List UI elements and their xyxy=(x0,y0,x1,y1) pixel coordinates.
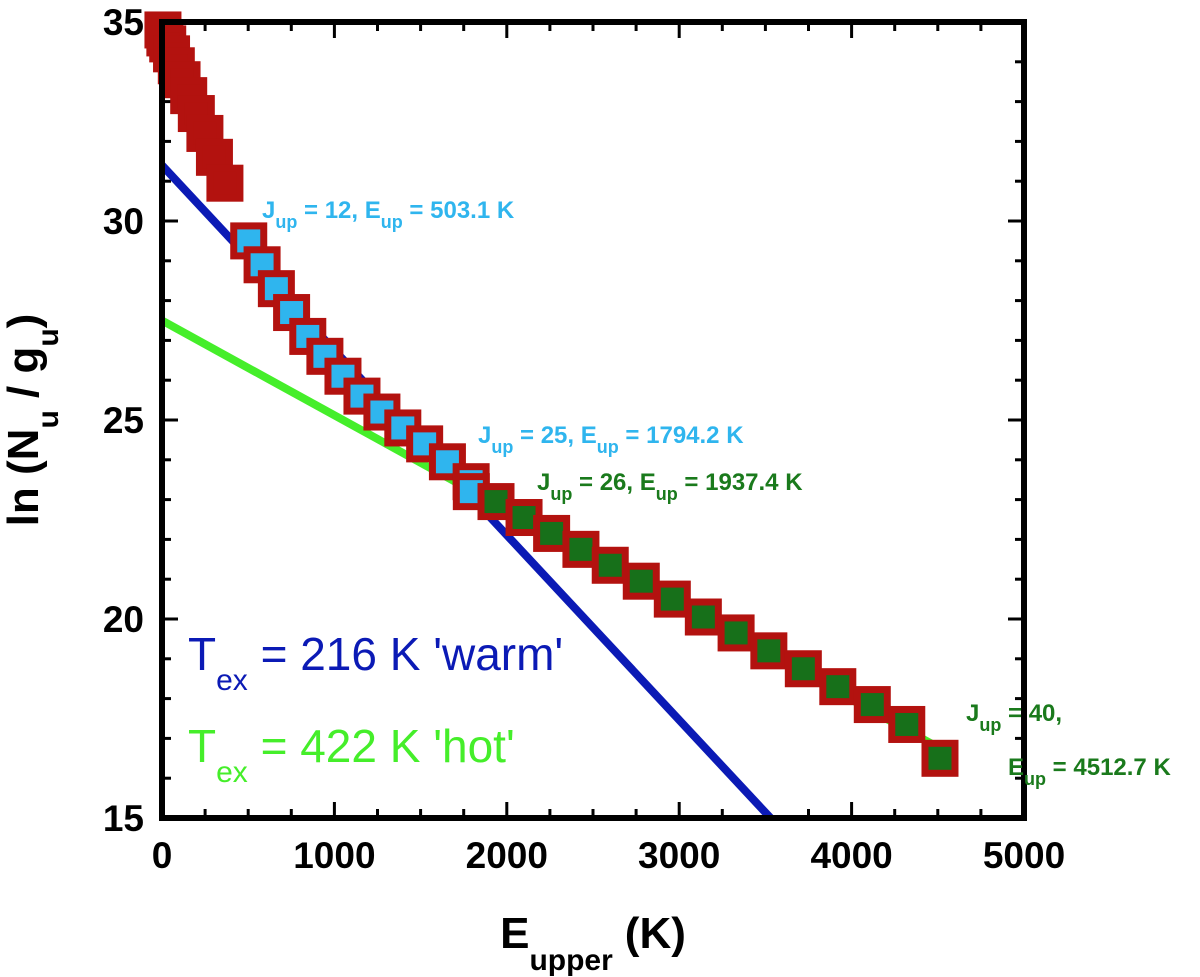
data-marker-hot xyxy=(784,650,822,688)
x-axis-label: Eupper (K) xyxy=(500,909,686,977)
x-axis-label-unit: (K) xyxy=(625,909,686,958)
data-marker-hot xyxy=(888,705,926,743)
data-marker-hot xyxy=(921,739,959,777)
x-tick-label: 0 xyxy=(152,835,173,876)
x-tick-label: 5000 xyxy=(983,835,1065,876)
data-marker-hot xyxy=(591,546,629,584)
plot-frame xyxy=(159,19,1027,821)
annotation-j40-line1: Jup = 40, xyxy=(966,700,1062,735)
legend: Tex = 216 K 'warm' Tex = 422 K 'hot' xyxy=(188,628,563,789)
annotation-j25: Jup = 25, Eup = 1794.2 K xyxy=(478,422,744,457)
y-axis-label-sub1: u xyxy=(32,410,65,428)
x-tick-label: 1000 xyxy=(293,835,375,876)
y-axis-label-pre: ln (N xyxy=(0,429,48,527)
data-marker-hot xyxy=(622,562,660,600)
legend-hot: Tex = 422 K 'hot' xyxy=(188,720,515,789)
y-axis-label: ln (Nu / gu) xyxy=(0,314,65,527)
x-tick-label: 4000 xyxy=(810,835,892,876)
y-tick-label: 30 xyxy=(103,201,144,242)
y-axis-label-mid: / g xyxy=(0,347,48,411)
data-marker-hot xyxy=(717,614,755,652)
y-axis-label-post: ) xyxy=(0,314,48,329)
x-axis-label-sub: upper xyxy=(529,944,613,977)
data-marker-hot xyxy=(819,668,857,706)
x-tick-label: 3000 xyxy=(638,835,720,876)
data-markers xyxy=(144,11,959,777)
data-marker-hot xyxy=(750,632,788,670)
annotation-j12: Jup = 12, Eup = 503.1 K xyxy=(262,197,515,232)
y-tick-label: 25 xyxy=(103,400,144,441)
data-marker-hot xyxy=(533,514,571,552)
data-marker-hot xyxy=(684,598,722,636)
data-marker-hot xyxy=(653,580,691,618)
y-tick-label: 15 xyxy=(103,798,144,839)
axis-labels: Eupper(K) ln (Nu / gu) xyxy=(0,314,686,977)
data-marker-warm xyxy=(428,443,466,481)
annotation-j40-line2: Eup = 4512.7 K xyxy=(1008,754,1171,789)
data-marker-low xyxy=(206,164,244,202)
y-tick-label: 20 xyxy=(103,599,144,640)
tick-labels: 0 1000 2000 3000 4000 5000 15 20 25 30 35 xyxy=(103,2,1065,876)
x-tick-label: 2000 xyxy=(466,835,548,876)
data-marker-hot xyxy=(853,686,891,724)
y-axis-label-sub2: u xyxy=(32,328,65,346)
annotation-j26: Jup = 26, Eup = 1937.4 K xyxy=(537,469,803,504)
level-annotations: Jup = 12, Eup = 503.1 K Jup = 25, Eup = … xyxy=(262,197,1171,789)
legend-warm: Tex = 216 K 'warm' xyxy=(188,628,563,697)
y-tick-label: 35 xyxy=(103,2,144,43)
x-axis-label-main: E xyxy=(500,909,529,958)
data-marker-hot xyxy=(562,530,600,568)
